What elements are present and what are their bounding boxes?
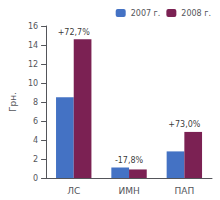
svg-text:16: 16 [28,22,38,31]
svg-text:ПАП: ПАП [174,186,194,196]
svg-text:-17,8%: -17,8% [115,156,144,165]
svg-text:0: 0 [33,174,38,183]
svg-text:14: 14 [28,41,38,50]
svg-text:8: 8 [33,98,38,107]
svg-text:10: 10 [28,79,38,88]
svg-text:6: 6 [33,117,38,126]
svg-text:Грн.: Грн. [8,92,18,112]
svg-text:2007 г.: 2007 г. [131,9,161,18]
svg-text:2008 г.: 2008 г. [181,9,211,18]
svg-text:ИМН: ИМН [118,186,139,196]
svg-text:+73,0%: +73,0% [168,120,201,129]
svg-text:+72,7%: +72,7% [58,28,91,37]
svg-text:4: 4 [33,136,38,145]
svg-text:2: 2 [33,155,38,164]
svg-text:ЛС: ЛС [67,186,80,196]
svg-text:12: 12 [28,60,38,69]
